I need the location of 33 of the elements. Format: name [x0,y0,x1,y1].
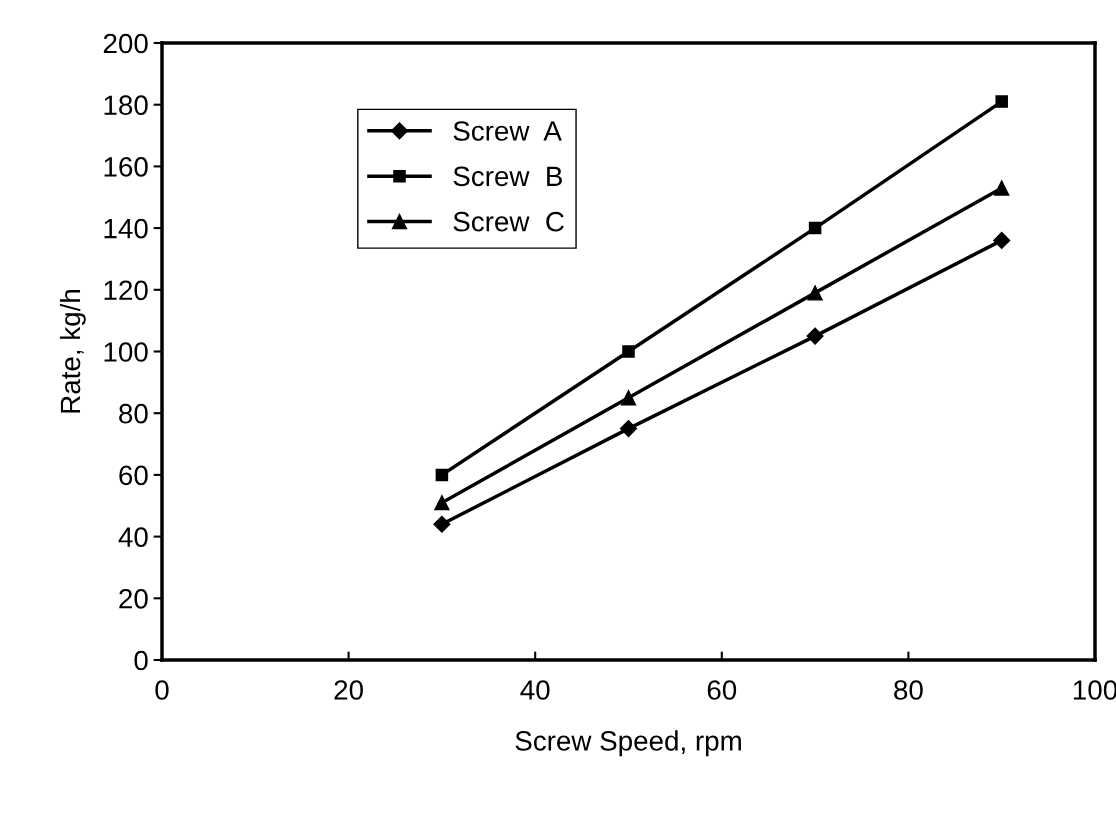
point [807,285,823,301]
point [806,327,824,345]
point [622,345,635,358]
point [434,495,450,511]
point [995,95,1008,108]
x-tick-label: 40 [520,680,550,700]
x-tick-label: 80 [894,680,923,700]
y-tick-label: 200 [103,33,148,54]
point [993,231,1011,249]
y-tick-label: 20 [119,588,148,609]
legend-label: Screw B [453,166,562,187]
point [433,515,451,533]
point [619,420,638,438]
y-tick-label: 40 [118,527,148,547]
x-tick-label: 0 [155,680,169,700]
y-tick-label: 60 [119,465,148,486]
y-tick-label: 180 [104,95,148,116]
y-tick-label: 160 [104,157,148,177]
y-tick-label: 100 [104,342,148,362]
y-axis-title: Rate, kg/h [59,289,86,413]
y-tick-label: 140 [104,218,148,239]
legend-label: Screw C [453,211,564,232]
y-tick-label: 120 [104,280,148,301]
x-tick-label: 20 [334,680,363,700]
y-tick-label: 0 [134,650,148,671]
x-axis-title: Screw Speed, rpm [515,730,741,757]
point [620,390,637,406]
x-tick-label: 60 [707,680,737,700]
legend-label: Screw A [453,121,562,141]
point [994,180,1010,196]
point [435,468,449,482]
point [808,221,822,235]
y-tick-label: 80 [119,403,148,424]
